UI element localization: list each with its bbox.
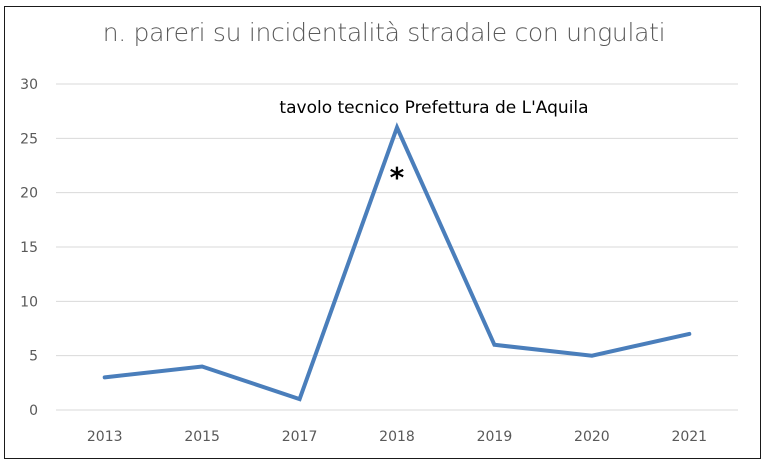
y-axis-ticks: 0 5 10 15 20 25 30: [20, 77, 38, 419]
y-tick-label: 20: [20, 186, 38, 202]
y-tick-label: 0: [29, 403, 38, 419]
y-tick-label: 15: [20, 240, 38, 256]
y-tick-label: 10: [20, 294, 38, 310]
x-tick-label: 2021: [671, 429, 707, 445]
x-tick-label: 2017: [282, 429, 318, 445]
x-tick-label: 2015: [184, 429, 220, 445]
annotation-label: tavolo tecnico Prefettura de L'Aquila: [279, 98, 588, 118]
asterisk-marker: *: [390, 161, 405, 194]
chart-title: n. pareri su incidentalità stradale con …: [102, 18, 666, 47]
x-tick-label: 2020: [574, 429, 610, 445]
x-axis-ticks: 2013 2015 2017 2018 2019 2020 2021: [87, 429, 707, 445]
x-tick-label: 2019: [477, 429, 513, 445]
y-tick-label: 25: [20, 131, 38, 147]
x-tick-label: 2018: [379, 429, 415, 445]
y-tick-label: 30: [20, 77, 38, 93]
y-tick-label: 5: [29, 349, 38, 365]
series-line: [102, 122, 692, 402]
gridlines: [56, 83, 738, 411]
chart-frame: [4, 6, 761, 459]
x-tick-label: 2013: [87, 429, 123, 445]
